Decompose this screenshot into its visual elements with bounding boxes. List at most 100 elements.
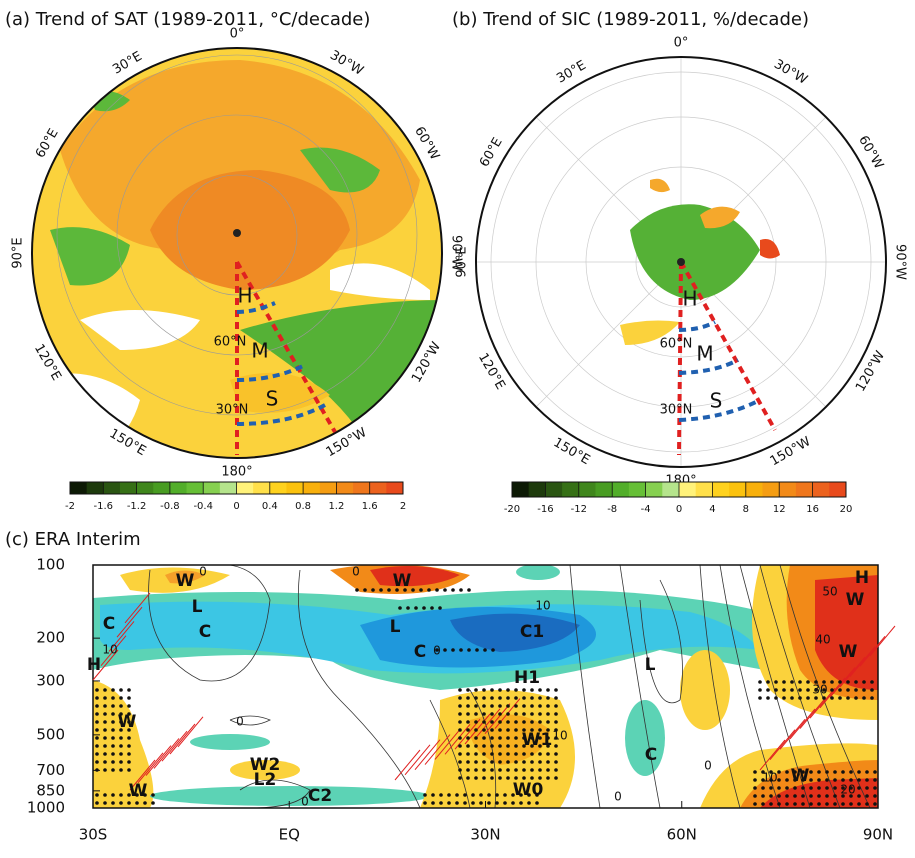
stipple-dot	[490, 768, 494, 772]
stipple-dot	[95, 752, 99, 756]
stipple-dot	[490, 776, 494, 780]
stipple-dot	[495, 793, 499, 797]
y-tick-label: 300	[36, 671, 65, 689]
stipple-dot	[865, 770, 869, 774]
stipple-dot	[467, 648, 471, 652]
stipple-dot	[447, 793, 451, 797]
stipple-dot	[530, 768, 534, 772]
stipple-dot	[522, 736, 526, 740]
stipple-dot	[95, 736, 99, 740]
colorbar-swatch	[762, 482, 780, 497]
colorbar-tick-label: 16	[806, 504, 819, 515]
stipple-dot	[111, 752, 115, 756]
hatch-line	[829, 667, 856, 698]
colorbar-tick-label: -16	[537, 504, 553, 515]
stipple-dot	[458, 704, 462, 708]
stipple-dot	[849, 794, 853, 798]
stipple-dot	[530, 688, 534, 692]
stipple-dot	[498, 776, 502, 780]
field-label: W	[393, 571, 412, 591]
hatch-line	[169, 723, 196, 755]
stipple-dot	[490, 720, 494, 724]
stipple-dot	[479, 793, 483, 797]
stipple-dot	[793, 794, 797, 798]
stipple-dot	[785, 786, 789, 790]
stipple-dot	[355, 588, 359, 592]
field-label: C1	[520, 622, 544, 642]
stipple-dot	[474, 776, 478, 780]
stipple-dot	[127, 752, 131, 756]
stipple-dot	[862, 680, 866, 684]
stipple-dot	[474, 704, 478, 708]
stipple-dot	[403, 588, 407, 592]
stipple-dot	[111, 744, 115, 748]
stipple-dot	[522, 768, 526, 772]
stipple-dot	[822, 680, 826, 684]
stipple-dot	[459, 648, 463, 652]
pole	[233, 229, 241, 237]
stipple-dot	[119, 801, 123, 805]
stipple-dot	[506, 712, 510, 716]
stipple-dot	[546, 688, 550, 692]
stipple-dot	[514, 752, 518, 756]
y-tick-label: 200	[36, 629, 65, 647]
stipple-dot	[798, 680, 802, 684]
stipple-dot	[522, 752, 526, 756]
stipple-dot	[431, 793, 435, 797]
stipple-dot	[809, 802, 813, 806]
stipple-dot	[530, 744, 534, 748]
stipple-dot	[514, 704, 518, 708]
stipple-dot	[119, 688, 123, 692]
stipple-dot	[458, 712, 462, 716]
stipple-dot	[506, 704, 510, 708]
stipple-dot	[503, 793, 507, 797]
stipple-dot	[466, 736, 470, 740]
stipple-dot	[817, 770, 821, 774]
stipple-dot	[474, 736, 478, 740]
stipple-dot	[506, 760, 510, 764]
hatch-line	[108, 621, 135, 652]
stipple-dot	[463, 801, 467, 805]
colorbar-swatch	[662, 482, 680, 497]
stipple-dot	[490, 736, 494, 740]
stipple-dot	[806, 696, 810, 700]
stipple-dot	[817, 802, 821, 806]
latitude-label: 60°N	[214, 335, 247, 350]
hatch-line	[394, 749, 421, 781]
colorbar-swatch	[319, 482, 337, 494]
stipple-dot	[463, 793, 467, 797]
hatch-line	[161, 730, 188, 762]
colorbar-tick-label: -12	[571, 504, 587, 515]
hatch-line	[124, 592, 151, 624]
stipple-dot	[554, 752, 558, 756]
stipple-dot	[527, 801, 531, 805]
field-label: H	[87, 655, 101, 675]
stipple-dot	[873, 794, 877, 798]
field-label: C2	[308, 786, 332, 806]
stipple-dot	[830, 680, 834, 684]
colorbar-swatch	[779, 482, 797, 497]
x-tick-label: EQ	[279, 826, 300, 844]
x-tick-label: 30N	[470, 826, 500, 844]
y-tick-label: 100	[36, 556, 65, 574]
stipple-dot	[474, 760, 478, 764]
stipple-dot	[806, 688, 810, 692]
field-label: 30	[812, 683, 827, 697]
longitude-label: 90°E	[455, 246, 470, 277]
stipple-dot	[530, 736, 534, 740]
stipple-dot	[127, 728, 131, 732]
stipple-dot	[111, 688, 115, 692]
stipple-dot	[506, 776, 510, 780]
stipple-dot	[479, 801, 483, 805]
stipple-dot	[511, 801, 515, 805]
stipple-dot	[753, 778, 757, 782]
stipple-dot	[854, 680, 858, 684]
colorbar-tick-label: 0	[676, 504, 682, 515]
stipple-dot	[873, 770, 877, 774]
stipple-dot	[431, 801, 435, 805]
stipple-dot	[451, 588, 455, 592]
stipple-dot	[777, 786, 781, 790]
stipple-dot	[538, 776, 542, 780]
stipple-dot	[423, 801, 427, 805]
pole	[677, 258, 685, 266]
